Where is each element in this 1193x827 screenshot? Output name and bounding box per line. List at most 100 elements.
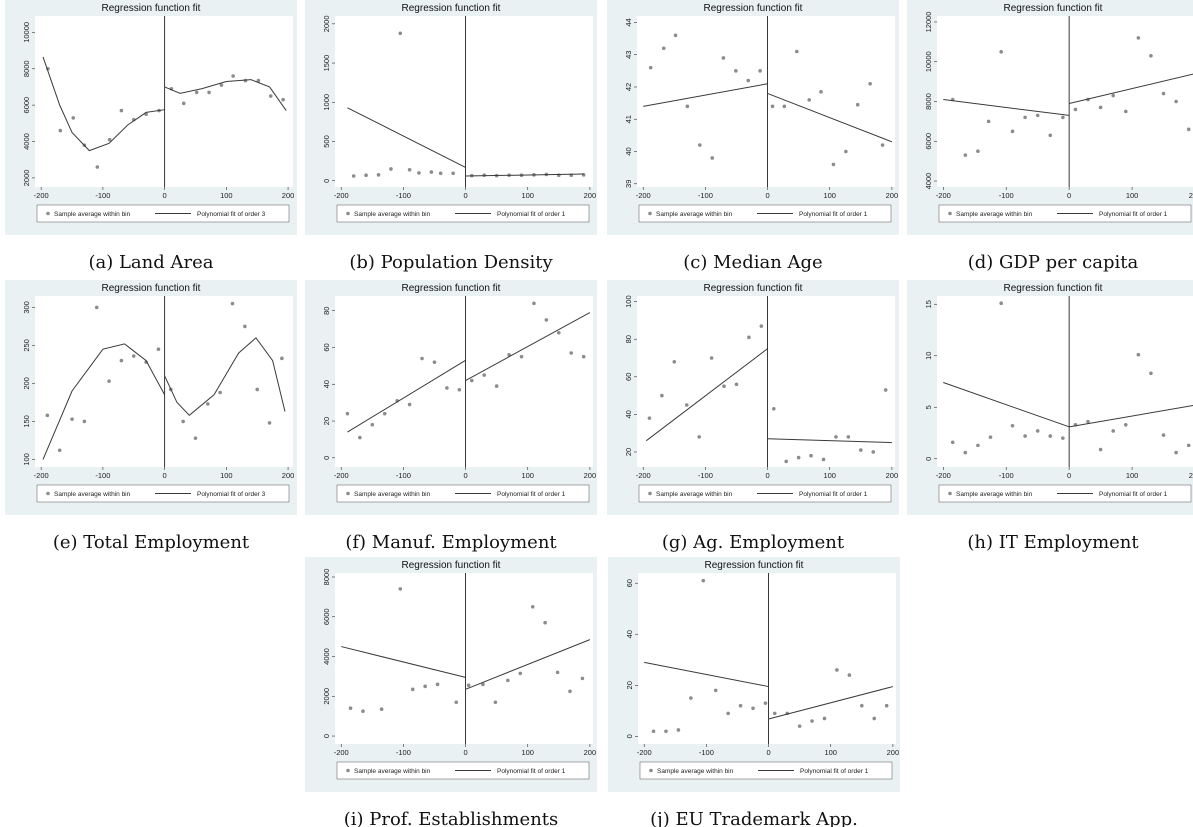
data-point bbox=[181, 419, 185, 424]
data-point bbox=[782, 104, 787, 109]
y-tick-label: 40 bbox=[624, 410, 633, 418]
legend-label: Polynomial fit of order 1 bbox=[497, 491, 566, 498]
x-tick-label: 0 bbox=[1067, 191, 1071, 200]
data-point bbox=[119, 358, 124, 363]
data-point bbox=[846, 435, 851, 439]
data-point bbox=[770, 104, 775, 109]
data-point bbox=[407, 402, 412, 407]
data-point bbox=[267, 421, 272, 425]
data-point bbox=[417, 171, 421, 175]
data-point bbox=[530, 605, 535, 609]
plot-area bbox=[937, 296, 1193, 467]
data-point bbox=[758, 69, 762, 73]
data-point bbox=[689, 696, 693, 700]
data-point bbox=[429, 170, 434, 174]
data-point bbox=[834, 435, 838, 439]
data-point bbox=[206, 402, 210, 406]
x-tick-label: 0 bbox=[463, 471, 467, 480]
data-point bbox=[493, 700, 498, 705]
data-point bbox=[57, 448, 62, 453]
data-point bbox=[1186, 127, 1191, 132]
data-point bbox=[685, 104, 690, 109]
data-point bbox=[684, 403, 689, 407]
data-point bbox=[451, 171, 455, 176]
legend-marker bbox=[648, 491, 652, 496]
x-tick-label: -100 bbox=[95, 471, 110, 480]
panel: Regression function fit 0 20 40 60 -200 -100 0 1… bbox=[608, 557, 900, 792]
y-tick-label: 40 bbox=[624, 147, 633, 155]
data-point bbox=[859, 448, 863, 452]
data-point bbox=[771, 406, 776, 411]
chart-title: Regression function fit bbox=[102, 3, 201, 14]
data-point bbox=[95, 165, 100, 169]
data-point bbox=[810, 719, 814, 723]
data-point bbox=[1136, 352, 1141, 357]
y-tick-label: 43 bbox=[624, 51, 633, 59]
y-tick-label: 0 bbox=[322, 456, 331, 460]
x-tick-label: 100 bbox=[521, 471, 534, 480]
y-tick-label: 20 bbox=[624, 448, 633, 456]
legend-label: Sample average within bin bbox=[956, 491, 1033, 498]
data-point bbox=[1174, 450, 1178, 455]
x-tick-label: -200 bbox=[936, 191, 951, 200]
data-point bbox=[950, 440, 955, 445]
y-tick-label: 80 bbox=[624, 335, 633, 343]
panel: Regression function fit 39 40 41 42 43 44 -200 -… bbox=[607, 0, 899, 235]
y-tick-label: 10000 bbox=[924, 51, 933, 72]
data-point bbox=[794, 49, 799, 54]
data-point bbox=[734, 382, 739, 387]
x-tick-label: 200 bbox=[282, 471, 295, 480]
data-point bbox=[119, 108, 124, 113]
data-point bbox=[181, 101, 186, 106]
caption: (f) Manuf. Employment bbox=[345, 532, 557, 553]
plot-area bbox=[335, 16, 593, 187]
x-tick-label: 0 bbox=[1067, 471, 1071, 480]
data-point bbox=[835, 668, 839, 672]
legend-marker bbox=[649, 768, 653, 773]
data-point bbox=[697, 143, 702, 147]
plot-area bbox=[35, 296, 293, 467]
data-point bbox=[986, 119, 991, 124]
fit-line bbox=[347, 312, 591, 433]
data-point bbox=[351, 174, 356, 178]
y-tick-label: 60 bbox=[625, 579, 634, 587]
y-tick-label: 4000 bbox=[22, 133, 31, 150]
y-tick-label: 8000 bbox=[924, 93, 933, 110]
data-point bbox=[784, 459, 789, 464]
x-tick-label: 100 bbox=[823, 191, 836, 200]
y-tick-label: 0 bbox=[322, 179, 331, 183]
caption: (g) Ag. Employment bbox=[662, 532, 845, 553]
data-point bbox=[1010, 129, 1015, 134]
y-tick-label: 0 bbox=[924, 457, 933, 461]
fit-line bbox=[42, 56, 287, 152]
x-tick-label: 100 bbox=[824, 748, 837, 757]
y-tick-label: 8000 bbox=[22, 60, 31, 77]
data-point bbox=[1023, 434, 1027, 438]
fit-line bbox=[646, 348, 892, 444]
x-tick-label: -200 bbox=[637, 748, 652, 757]
data-point bbox=[1186, 443, 1191, 448]
y-tick-label: 20 bbox=[322, 417, 331, 425]
legend-label: Polynomial fit of order 1 bbox=[799, 491, 868, 498]
legend-label: Sample average within bin bbox=[54, 211, 131, 218]
data-point bbox=[268, 94, 273, 98]
caption: (j) EU Trademark App. bbox=[650, 809, 858, 827]
x-tick-label: -100 bbox=[396, 191, 411, 200]
data-point bbox=[1123, 422, 1128, 427]
legend-label: Polynomial fit of order 1 bbox=[799, 211, 868, 218]
data-point bbox=[376, 173, 381, 177]
legend-marker bbox=[346, 211, 350, 216]
fit-line bbox=[347, 107, 584, 177]
y-tick-label: 1500 bbox=[322, 55, 331, 72]
fit-line bbox=[643, 83, 893, 143]
data-point bbox=[883, 388, 888, 392]
plot-area bbox=[638, 573, 896, 744]
y-tick-label: 100 bbox=[22, 453, 31, 466]
data-point bbox=[709, 356, 714, 360]
y-tick-label: 2000 bbox=[322, 16, 331, 33]
y-tick-label: 60 bbox=[624, 373, 633, 381]
data-point bbox=[701, 578, 706, 583]
x-tick-label: 0 bbox=[463, 191, 467, 200]
data-point bbox=[280, 356, 284, 361]
